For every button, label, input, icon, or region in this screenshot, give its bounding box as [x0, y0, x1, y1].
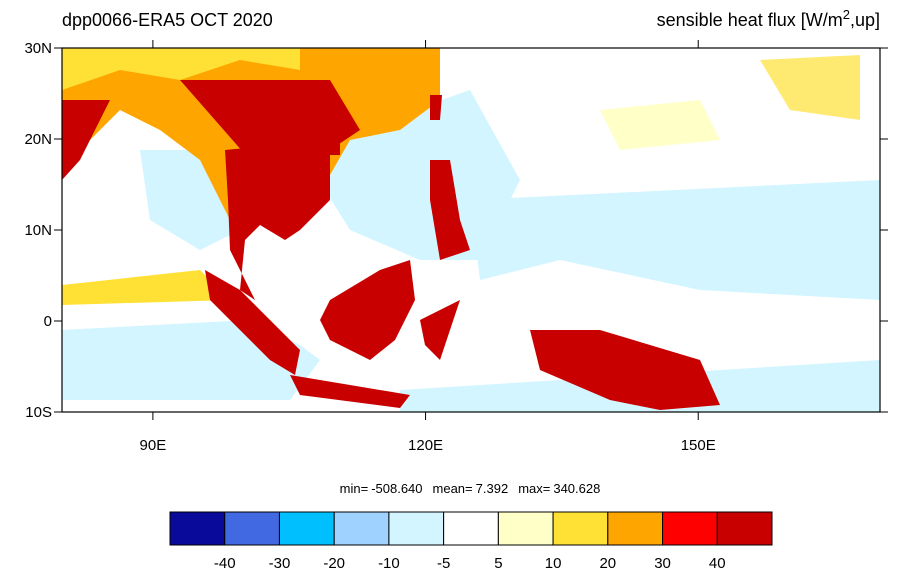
colorbar-label: -20 — [323, 555, 345, 572]
stats: min= -508.640 mean= 7.392 max= 340.628 — [340, 481, 601, 496]
y-tick-label: 20N — [24, 131, 52, 148]
colorbar-box — [716, 511, 773, 546]
colorbar-box — [607, 511, 664, 546]
colorbar-label: 40 — [709, 555, 726, 572]
title-left: dpp0066-ERA5 OCT 2020 — [62, 10, 273, 30]
land — [320, 260, 415, 360]
colorbar-box — [497, 511, 554, 546]
colorbar-box — [388, 511, 445, 546]
warm-patch — [760, 55, 860, 120]
stat-value: -508.640 — [371, 481, 422, 496]
x-tick-label: 90E — [140, 437, 167, 454]
land — [62, 48, 300, 90]
colorbar-box — [333, 511, 390, 546]
land — [180, 80, 360, 160]
y-tick-label: 0 — [44, 313, 52, 330]
stat-value: 340.628 — [553, 481, 600, 496]
title-right: sensible heat flux [W/m2,up] — [657, 7, 880, 30]
stat-name: min= — [340, 481, 369, 496]
land — [420, 300, 460, 360]
colorbar-label: 5 — [494, 555, 502, 572]
colorbar-box — [552, 511, 609, 546]
stat-name: max= — [518, 481, 550, 496]
map-field — [62, 48, 880, 412]
warm-patch — [600, 100, 720, 150]
land — [325, 140, 340, 155]
stat-name: mean= — [433, 481, 473, 496]
land — [430, 160, 470, 260]
colorbar-label: -10 — [378, 555, 400, 572]
colorbar-label: 30 — [654, 555, 671, 572]
y-tick-label: 30N — [24, 40, 52, 57]
colorbar-box — [443, 511, 499, 546]
y-tick-label: 10N — [24, 222, 52, 239]
colorbar-box — [662, 511, 718, 546]
land — [62, 100, 110, 180]
stat-value: 7.392 — [476, 481, 509, 496]
ocean-patch — [470, 180, 880, 300]
colorbar-box — [169, 511, 226, 546]
title-suffix: ,up] — [850, 10, 880, 30]
colorbar-label: 10 — [545, 555, 562, 572]
land — [290, 375, 410, 408]
colorbar-label: 20 — [599, 555, 616, 572]
colorbar-label: -40 — [214, 555, 236, 572]
y-tick-label: 10S — [25, 404, 52, 421]
land — [430, 95, 442, 120]
land — [225, 140, 330, 310]
colorbar-box — [224, 511, 280, 546]
title-superscript: 2 — [843, 7, 850, 22]
colorbar-box — [278, 511, 335, 546]
colorbar-label: -30 — [269, 555, 291, 572]
land — [530, 330, 720, 410]
warm-patch — [62, 270, 230, 305]
colorbar-label: -5 — [437, 555, 450, 572]
x-tick-label: 120E — [408, 437, 443, 454]
stats-text: min= -508.640 mean= 7.392 max= 340.628 — [340, 481, 601, 496]
title-prefix: sensible heat flux [W/m — [657, 10, 843, 30]
x-tick-label: 150E — [681, 437, 716, 454]
land — [205, 270, 300, 375]
